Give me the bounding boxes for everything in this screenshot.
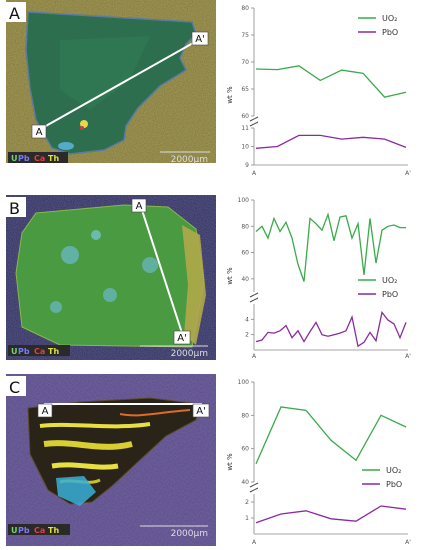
svg-text:U: U <box>11 154 18 163</box>
svg-text:Th: Th <box>48 526 59 535</box>
legend-label-uo2: UO₂ <box>386 466 401 475</box>
y-axis-label: wt % <box>226 453 234 471</box>
y-tick-label: 75 <box>241 32 249 39</box>
y-tick-label: 80 <box>241 412 249 419</box>
series-line-uo2 <box>255 65 407 98</box>
y-tick-label: 100 <box>238 197 250 204</box>
axis-break-mark <box>249 121 259 127</box>
panel-label-a: A <box>9 4 20 23</box>
y-tick-label: 70 <box>241 59 249 66</box>
y-tick-label: 65 <box>241 86 249 93</box>
svg-text:Pb: Pb <box>18 347 30 356</box>
axis-break-mark <box>249 297 259 303</box>
grain-b <box>15 204 205 348</box>
chart-b: 40 60 80 100 2 4 A A' wt % UO₂ PbO <box>216 192 428 364</box>
profile-label-end-c: A' <box>192 403 210 418</box>
y-tick-label: 80 <box>241 223 249 230</box>
y-tick-label: 4 <box>245 316 249 323</box>
y-tick-label: 60 <box>241 446 249 453</box>
legend-label-uo2: UO₂ <box>382 14 397 23</box>
y-tick-label: 10 <box>241 144 249 151</box>
map-image-c: A A' C U Pb Ca Th 2000μm <box>0 374 216 546</box>
legend-label-uo2: UO₂ <box>382 276 397 285</box>
profile-label-end-a: A' <box>191 31 209 46</box>
y-tick-label: 2 <box>245 499 249 506</box>
element-legend-b: U Pb Ca Th <box>11 347 59 356</box>
chart-a: 60 65 70 75 80 9 10 11 A A' wt % UO₂ PbO <box>216 0 428 182</box>
element-legend-a: U Pb Ca Th <box>11 154 59 163</box>
y-tick-label: 9 <box>245 162 249 169</box>
y-tick-label: 2 <box>245 332 249 339</box>
profile-line-b <box>140 206 183 334</box>
axis-break-mark <box>249 116 259 122</box>
map-image-b: A A' B U Pb Ca Th 2000μm <box>0 195 216 360</box>
axis-break-mark <box>249 482 259 488</box>
axis-break-mark <box>249 292 259 298</box>
panel-label-b: B <box>9 199 20 218</box>
svg-text:Th: Th <box>48 347 59 356</box>
x-tick-label: A <box>252 353 257 360</box>
x-tick-label: A <box>252 539 257 546</box>
y-axis-label: wt % <box>226 86 234 104</box>
element-legend-c: U Pb Ca Th <box>11 526 59 535</box>
profile-label-start-c: A <box>37 403 53 418</box>
x-tick-label: A' <box>405 353 411 360</box>
series-line-pbo <box>255 505 407 524</box>
profile-label-end-b: A' <box>173 330 191 345</box>
svg-text:Pb: Pb <box>18 526 30 535</box>
y-tick-label: 40 <box>241 276 249 283</box>
profile-line-a <box>43 37 203 128</box>
x-tick-label: A <box>252 170 257 177</box>
svg-text:A': A' <box>195 34 205 45</box>
y-tick-label: 100 <box>238 379 250 386</box>
svg-text:Ca: Ca <box>34 526 45 535</box>
legend-label-pbo: PbO <box>386 480 402 489</box>
map-image-a: A A' A U Pb Ca Th 2000μm <box>0 0 216 182</box>
profile-label-start-a: A <box>31 124 47 139</box>
svg-text:A: A <box>42 406 49 417</box>
scale-label-a: 2000μm <box>171 155 208 165</box>
scale-label-b: 2000μm <box>171 349 208 359</box>
svg-text:A: A <box>136 201 143 212</box>
y-tick-label: 60 <box>241 250 249 257</box>
svg-text:Th: Th <box>48 154 59 163</box>
y-axis-label: wt % <box>226 267 234 285</box>
y-tick-label: 1 <box>245 515 249 522</box>
legend-label-pbo: PbO <box>382 290 398 299</box>
svg-text:A: A <box>36 127 43 138</box>
profile-label-start-b: A <box>131 198 147 213</box>
chart-c: 40 60 80 100 1 2 A A' wt % UO₂ PbO <box>216 374 428 550</box>
series-line-pbo <box>255 134 407 149</box>
y-tick-label: 60 <box>241 113 249 120</box>
svg-text:Ca: Ca <box>34 154 45 163</box>
svg-text:A': A' <box>177 333 187 344</box>
scale-label-c: 2000μm <box>171 529 208 539</box>
svg-text:Ca: Ca <box>34 347 45 356</box>
y-tick-label: 11 <box>241 125 249 132</box>
series-line-pbo <box>255 310 407 348</box>
axis-break-mark <box>249 487 259 493</box>
panel-label-c: C <box>9 378 20 397</box>
series-line-uo2 <box>255 406 407 464</box>
y-tick-label: 40 <box>241 479 249 486</box>
series-line-uo2 <box>255 212 406 282</box>
svg-text:U: U <box>11 526 18 535</box>
svg-text:U: U <box>11 347 18 356</box>
y-tick-label: 80 <box>241 5 249 12</box>
x-tick-label: A' <box>405 170 411 177</box>
legend-label-pbo: PbO <box>382 28 398 37</box>
svg-text:A': A' <box>196 406 206 417</box>
svg-text:Pb: Pb <box>18 154 30 163</box>
x-tick-label: A' <box>405 539 411 546</box>
